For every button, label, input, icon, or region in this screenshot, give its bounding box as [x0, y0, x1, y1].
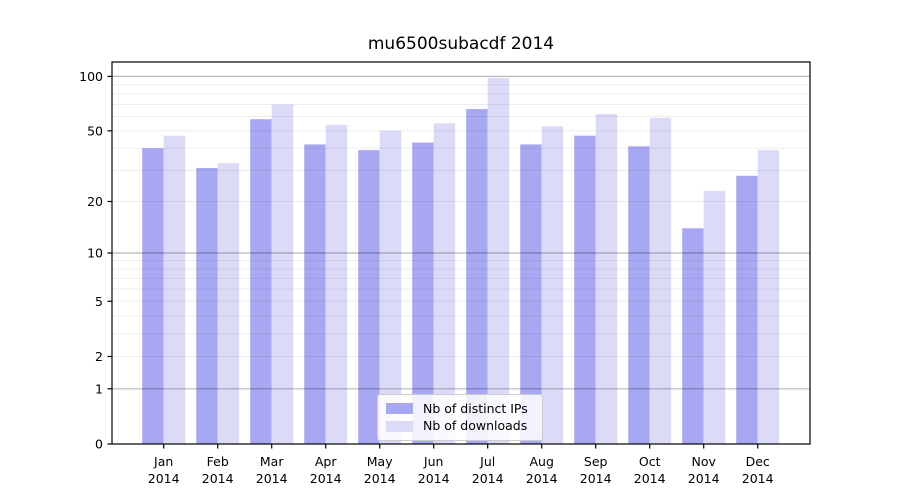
x-tick-label-year: 2014 — [418, 471, 450, 486]
x-tick-label-month: May — [367, 454, 393, 469]
bar-feb-distinct-ips — [196, 167, 218, 444]
bar-may-distinct-ips — [358, 150, 380, 444]
x-tick-label-month: Apr — [315, 454, 337, 469]
legend-label-downloads: Nb of downloads — [423, 417, 528, 433]
bar-jan-downloads — [163, 135, 186, 445]
x-tick-label-month: Nov — [691, 454, 716, 469]
x-tick-label-year: 2014 — [634, 471, 666, 486]
x-tick-label-year: 2014 — [310, 471, 342, 486]
bar-sep-downloads — [595, 113, 618, 444]
x-tick-label-month: Jul — [479, 454, 495, 469]
bar-may-downloads — [379, 130, 402, 444]
x-tick-label-year: 2014 — [148, 471, 180, 486]
legend-swatch-distinct-ips — [386, 403, 413, 415]
bar-jun-downloads — [433, 123, 456, 444]
legend-item-downloads: Nb of downloads — [386, 417, 534, 433]
bar-nov-distinct-ips — [682, 228, 704, 444]
bar-apr-downloads — [325, 124, 348, 445]
y-tick-label: 1 — [95, 381, 103, 396]
legend-label-distinct-ips: Nb of distinct IPs — [423, 400, 528, 416]
x-tick-label-year: 2014 — [256, 471, 288, 486]
y-tick-label: 0 — [95, 437, 103, 452]
y-tick-label: 5 — [95, 294, 103, 309]
x-tick-label-month: Feb — [207, 454, 229, 469]
x-tick-label-year: 2014 — [472, 471, 504, 486]
bar-aug-distinct-ips — [520, 144, 542, 444]
x-tick-label-year: 2014 — [202, 471, 234, 486]
bar-nov-downloads — [703, 190, 726, 444]
bar-mar-distinct-ips — [250, 119, 272, 444]
y-tick-label: 100 — [79, 69, 103, 84]
y-tick-label: 2 — [95, 349, 103, 364]
chart-title: mu6500subacdf 2014 — [367, 34, 555, 54]
bar-jul-distinct-ips — [466, 109, 488, 445]
bar-oct-distinct-ips — [628, 146, 650, 444]
x-tick-label-month: Oct — [639, 454, 661, 469]
legend-item-distinct-ips: Nb of distinct IPs — [386, 400, 534, 416]
bar-feb-downloads — [217, 163, 240, 445]
bar-apr-distinct-ips — [304, 144, 326, 444]
y-tick-label: 20 — [87, 194, 103, 209]
bar-jan-distinct-ips — [142, 148, 164, 444]
bar-sep-distinct-ips — [574, 135, 596, 445]
x-tick-label-month: Mar — [260, 454, 284, 469]
bar-jun-distinct-ips — [412, 142, 434, 444]
bar-dec-distinct-ips — [736, 175, 758, 444]
y-tick-label: 10 — [87, 246, 103, 261]
y-tick-label: 50 — [87, 123, 103, 138]
legend: Nb of distinct IPs Nb of downloads — [377, 394, 543, 441]
x-tick-label-month: Sep — [584, 454, 608, 469]
bar-mar-downloads — [271, 104, 294, 445]
bar-jul-downloads — [487, 77, 510, 444]
x-tick-label-month: Dec — [746, 454, 770, 469]
bar-aug-downloads — [541, 126, 564, 444]
bar-oct-downloads — [649, 117, 672, 444]
legend-swatch-downloads — [386, 420, 413, 432]
x-tick-label-year: 2014 — [688, 471, 720, 486]
x-tick-label-year: 2014 — [364, 471, 396, 486]
x-tick-label-year: 2014 — [742, 471, 774, 486]
x-tick-label-month: Jan — [153, 454, 173, 469]
x-tick-label-year: 2014 — [526, 471, 558, 486]
x-tick-label-year: 2014 — [580, 471, 612, 486]
x-tick-label-month: Jun — [423, 454, 444, 469]
x-tick-label-month: Aug — [529, 454, 553, 469]
bar-dec-downloads — [757, 150, 780, 444]
